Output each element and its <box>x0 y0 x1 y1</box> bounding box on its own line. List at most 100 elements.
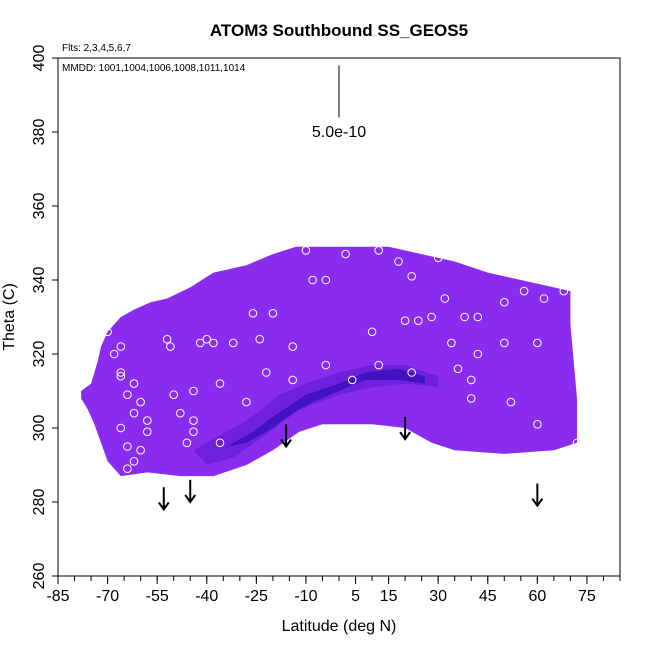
sample-marker <box>288 375 298 385</box>
sample-marker <box>321 275 331 285</box>
sample-marker <box>166 342 175 351</box>
x-tick-label: 45 <box>479 588 497 605</box>
sample-marker <box>500 338 509 348</box>
sample-marker <box>228 338 238 348</box>
arrow-layer <box>157 416 544 512</box>
sample-marker <box>341 249 350 259</box>
down-arrow-icon <box>280 424 292 449</box>
arrow-head <box>280 438 292 449</box>
x-tick-label: -25 <box>245 588 268 605</box>
sample-marker <box>129 457 139 466</box>
sample-marker <box>248 309 258 318</box>
sample-marker <box>169 390 178 400</box>
sample-marker <box>427 312 436 322</box>
sample-marker <box>400 316 410 326</box>
x-tick-label: -55 <box>146 588 169 605</box>
sample-marker <box>407 272 417 281</box>
sample-marker <box>136 397 145 407</box>
arrow-head <box>157 501 170 512</box>
sample-marker <box>506 397 516 407</box>
sample-marker <box>103 327 112 337</box>
arrow-head <box>184 494 197 504</box>
sample-marker <box>533 420 542 429</box>
sample-marker <box>143 427 152 437</box>
sample-marker <box>414 316 423 326</box>
down-arrow-icon <box>157 487 170 512</box>
sample-marker <box>123 464 132 474</box>
sample-marker <box>109 349 119 359</box>
sample-marker <box>447 338 456 348</box>
sample-marker <box>129 379 139 388</box>
sample-marker <box>123 442 132 451</box>
sample-marker <box>242 397 251 407</box>
sample-marker <box>255 334 265 344</box>
mmdd-label: MMDD: 1001,1004,1006,1008,1011,1014 <box>62 63 246 74</box>
y-tick-label: 320 <box>31 341 48 368</box>
x-tick-label: -85 <box>46 588 69 605</box>
sample-marker <box>301 246 311 255</box>
sample-marker <box>453 364 463 374</box>
y-tick-label: 400 <box>31 45 48 72</box>
sample-marker <box>473 312 483 322</box>
chart-title: ATOM3 Southbound SS_GEOS5 <box>210 21 468 40</box>
x-tick-label: 15 <box>380 588 398 605</box>
sample-marker <box>407 368 417 377</box>
sample-marker <box>347 375 357 385</box>
x-tick-label: -40 <box>195 588 218 605</box>
sample-marker <box>116 423 126 433</box>
sample-marker <box>433 253 443 263</box>
sample-marker <box>195 338 205 348</box>
sample-marker <box>394 257 403 266</box>
field-band-core <box>226 368 425 447</box>
y-tick-label: 300 <box>31 415 48 442</box>
sample-marker <box>440 294 450 303</box>
arrow-head <box>399 431 411 441</box>
sample-marker <box>539 294 549 303</box>
y-tick-label: 360 <box>31 193 48 220</box>
sample-marker <box>262 368 271 377</box>
y-axis: 260 280 300 320 340 360 380 400 <box>31 45 58 590</box>
arrow-head <box>531 498 544 508</box>
sample-marker <box>136 445 145 455</box>
sample-marker <box>473 349 483 359</box>
marker-layer <box>103 246 582 474</box>
sample-marker <box>189 416 198 425</box>
down-arrow-icon <box>399 416 411 441</box>
sample-marker <box>129 408 139 418</box>
sample-marker <box>308 275 317 285</box>
sample-marker <box>460 312 469 322</box>
x-axis-label: Latitude (deg N) <box>282 618 397 635</box>
sample-marker <box>116 371 126 381</box>
y-tick-label: 280 <box>31 489 48 516</box>
sample-marker <box>466 375 476 385</box>
sample-marker <box>519 286 529 296</box>
flights-label: Flts: 2,3,4,5,6,7 <box>62 43 131 54</box>
sample-marker <box>143 416 152 425</box>
y-axis-label: Theta (C) <box>1 283 18 351</box>
y-tick-label: 260 <box>31 563 48 590</box>
sample-marker <box>374 360 384 370</box>
scale-bar-label: 5.0e-10 <box>312 124 366 141</box>
x-tick-label: -70 <box>96 588 119 605</box>
sample-marker <box>215 379 225 388</box>
field-layer <box>81 246 577 477</box>
sample-marker <box>116 342 126 351</box>
y-tick-label: 340 <box>31 267 48 294</box>
x-tick-label: 30 <box>429 588 447 605</box>
sample-marker <box>533 338 542 348</box>
x-tick-label: 5 <box>351 588 360 605</box>
sample-marker <box>162 334 172 344</box>
sample-marker <box>215 438 225 448</box>
field-band-mid <box>193 365 439 465</box>
sample-marker <box>209 338 218 348</box>
field-region <box>81 246 577 477</box>
sample-marker <box>321 360 331 370</box>
sample-marker <box>268 309 278 318</box>
sample-marker <box>466 394 476 403</box>
down-arrow-icon <box>531 483 544 508</box>
x-tick-label: 75 <box>578 588 596 605</box>
x-axis: -85 -70 -55 -40 -25 -10 5 15 30 45 60 75 <box>46 576 621 605</box>
sample-marker <box>500 297 509 307</box>
sample-marker <box>202 334 212 344</box>
